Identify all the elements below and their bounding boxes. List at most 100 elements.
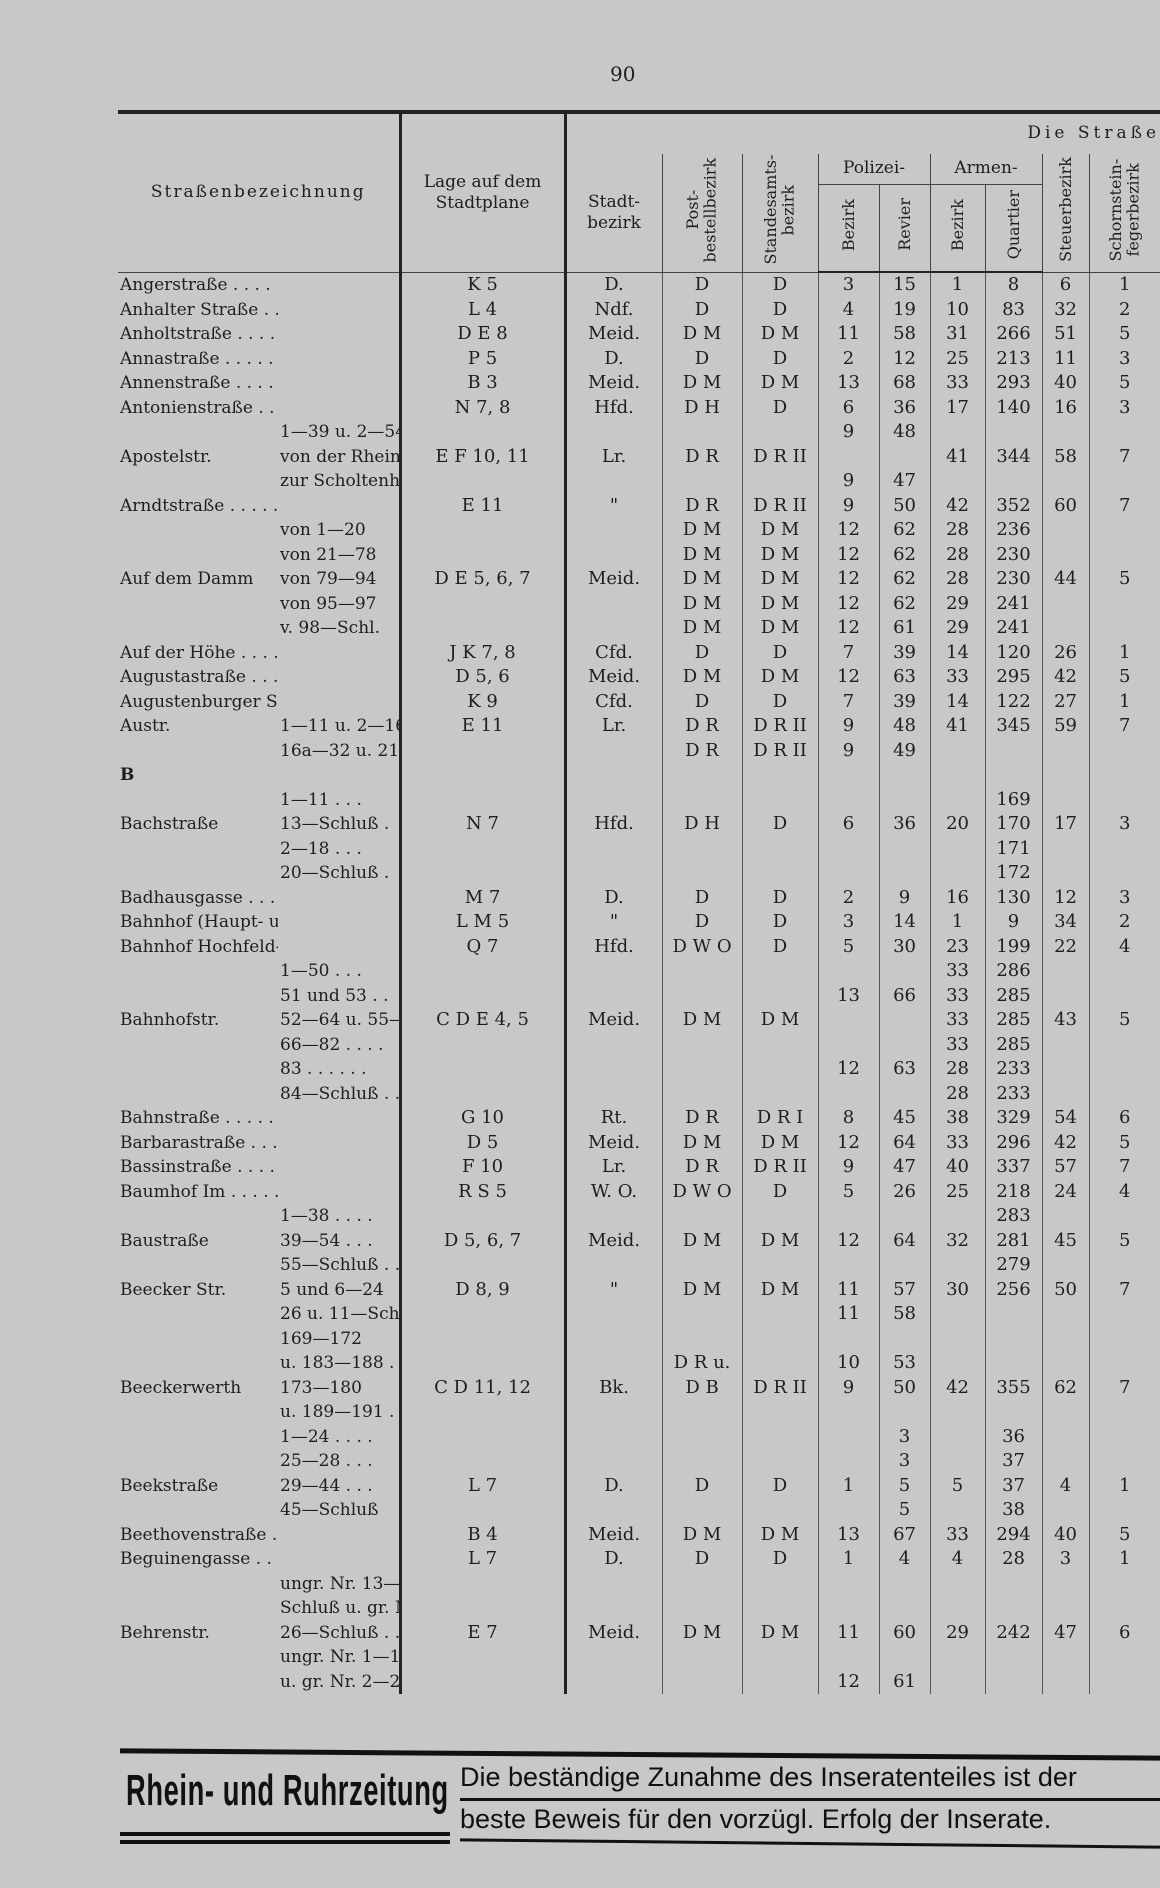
cell-post: [661, 1032, 743, 1057]
cell-prev: [878, 1032, 931, 1057]
cell-name: [118, 1645, 278, 1670]
cell-prev: 36: [878, 395, 931, 420]
cell-lage: [398, 542, 566, 567]
cell-aquart: [984, 1645, 1043, 1670]
cell-sub: [278, 322, 400, 347]
cell-standes: D R II: [741, 1155, 819, 1180]
cell-pbez: 12: [817, 665, 880, 690]
cell-lage: M 7: [398, 885, 566, 910]
cell-stadt: Meid.: [563, 322, 663, 347]
cell-prev: 36: [878, 812, 931, 837]
cell-stadt: [563, 1081, 663, 1106]
cell-steuer: [1041, 959, 1090, 984]
cell-standes: D R II: [741, 714, 819, 739]
cell-aquart: 266: [984, 322, 1043, 347]
cell-lage: L 7: [398, 1473, 566, 1498]
cell-schorn: [1088, 1596, 1160, 1621]
cell-aquart: 130: [984, 885, 1043, 910]
cell-aquart: 285: [984, 1008, 1043, 1033]
cell-prev: 64: [878, 1228, 931, 1253]
cell-lage: E 7: [398, 1620, 566, 1645]
cell-stadt: Lr.: [563, 1155, 663, 1180]
cell-standes: [741, 1253, 819, 1278]
cell-prev: 63: [878, 1057, 931, 1082]
cell-abez: 41: [929, 444, 986, 469]
cell-aquart: [984, 420, 1043, 445]
cell-lage: [398, 787, 566, 812]
cell-standes: [741, 1081, 819, 1106]
cell-steuer: 32: [1041, 297, 1090, 322]
cell-schorn: [1088, 591, 1160, 616]
cell-pbez: 13: [817, 371, 880, 396]
cell-post: [661, 836, 743, 861]
cell-sub: 66—82 . . . .: [280, 1034, 384, 1055]
cell-prev: 68: [878, 371, 931, 396]
cell-post: D M: [661, 1277, 743, 1302]
cell-pbez: [817, 1571, 880, 1596]
cell-name: B: [120, 765, 135, 785]
ad-top-rule: [119, 1748, 1160, 1761]
cell-prev: 45: [878, 1106, 931, 1131]
cell-post: D M: [661, 518, 743, 543]
cell-aquart: [984, 1596, 1043, 1621]
cell-prev: 47: [878, 469, 931, 494]
cell-steuer: [1041, 1032, 1090, 1057]
cell-pbez: 10: [817, 1351, 880, 1376]
cell-post: [661, 959, 743, 984]
cell-abez: 33: [929, 1008, 986, 1033]
cell-standes: [741, 787, 819, 812]
cell-lage: [398, 616, 566, 641]
cell-name: [118, 739, 278, 764]
cell-sub: 26 u. 11—Schl.: [280, 1304, 401, 1324]
cell-aquart: [984, 1571, 1043, 1596]
cell-standes: D: [741, 910, 819, 935]
cell-aquart: 36: [984, 1424, 1043, 1449]
cell-prev: 62: [878, 591, 931, 616]
cell-standes: [741, 1057, 819, 1082]
cell-abez: 1: [929, 910, 986, 935]
cell-sub: 25—28 . . .: [280, 1451, 373, 1471]
cell-stadt: W. O.: [563, 1179, 663, 1204]
table-row: B: [118, 763, 1160, 788]
cell-schorn: [1088, 738, 1160, 763]
cell-stadt: Meid.: [563, 371, 663, 396]
cell-abez: 33: [929, 1130, 986, 1155]
cell-name: Annenstraße . . . . . .: [120, 373, 278, 393]
cell-aquart: [984, 1326, 1043, 1351]
cell-standes: [741, 959, 819, 984]
cell-lage: [398, 1057, 566, 1082]
cell-sub: 26—Schluß . .: [280, 1622, 401, 1643]
cell-aquart: 172: [984, 861, 1043, 886]
cell-post: [661, 1057, 743, 1082]
cell-aquart: 296: [984, 1130, 1043, 1155]
cell-schorn: [1088, 1669, 1160, 1694]
cell-aquart: [984, 738, 1043, 763]
table-row: 55—Schluß . . 279: [118, 1253, 1160, 1278]
street-directory-table: Straßenbezeichnung Lage auf dem Stadtpla…: [118, 110, 1160, 1694]
cell-sub: 16a—32 u. 21—37: [280, 740, 400, 761]
cell-post: D W O: [661, 934, 743, 959]
cell-standes: [741, 1424, 819, 1449]
table-row: Auf dem Damm von 79—94 D E 5, 6, 7 Meid. D M…: [118, 567, 1160, 592]
cell-schorn: 5: [1088, 322, 1160, 347]
header-steuer: Steuerbezirk: [1055, 157, 1075, 263]
cell-aquart: 286: [984, 959, 1043, 984]
cell-sub: [278, 763, 400, 788]
table-row: u. 189—191 .: [118, 1400, 1160, 1425]
cell-standes: [741, 1498, 819, 1523]
cell-steuer: [1041, 983, 1090, 1008]
cell-aquart: 9: [984, 910, 1043, 935]
cell-schorn: [1088, 1253, 1160, 1278]
cell-post: D H: [661, 395, 743, 420]
ad-bottom-rule: [460, 1838, 1160, 1849]
cell-steuer: 26: [1041, 640, 1090, 665]
cell-pbez: 6: [817, 395, 880, 420]
cell-stadt: Lr.: [563, 714, 663, 739]
cell-lage: L M 5: [398, 910, 566, 935]
cell-lage: [398, 738, 566, 763]
cell-aquart: 283: [984, 1204, 1043, 1229]
cell-steuer: 42: [1041, 1130, 1090, 1155]
cell-stadt: [563, 1669, 663, 1694]
cell-aquart: 218: [984, 1179, 1043, 1204]
